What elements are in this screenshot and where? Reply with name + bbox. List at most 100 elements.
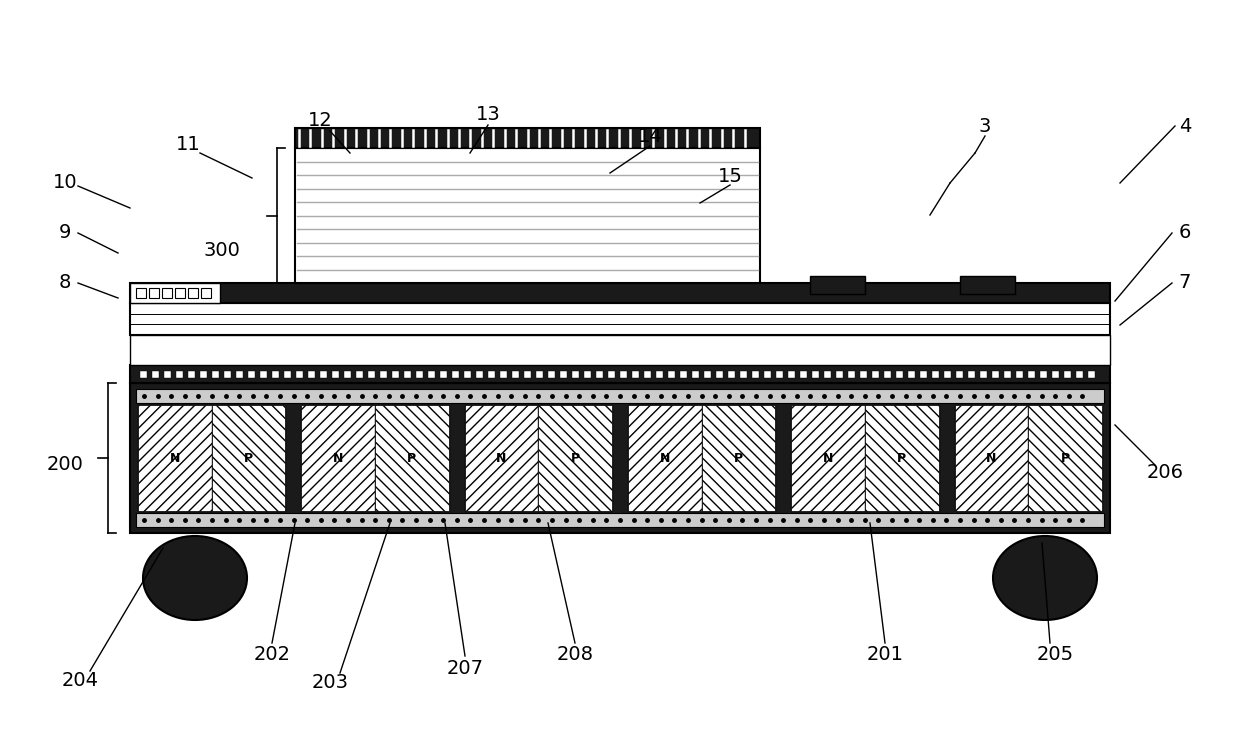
Bar bbox=[295, 148, 760, 283]
Bar bbox=[332, 371, 339, 377]
Bar bbox=[1040, 371, 1047, 377]
Bar bbox=[728, 371, 735, 377]
Bar bbox=[489, 371, 495, 377]
Bar bbox=[644, 371, 651, 377]
Text: 8: 8 bbox=[58, 273, 71, 293]
Bar bbox=[236, 371, 243, 377]
Text: 205: 205 bbox=[1037, 646, 1074, 664]
Bar bbox=[392, 371, 399, 377]
Bar bbox=[248, 371, 255, 377]
Bar bbox=[379, 371, 387, 377]
Bar bbox=[188, 371, 195, 377]
Bar bbox=[715, 371, 723, 377]
Bar bbox=[525, 371, 531, 377]
Text: 14: 14 bbox=[637, 126, 662, 146]
Bar bbox=[968, 371, 975, 377]
Bar bbox=[130, 365, 1110, 383]
Bar bbox=[374, 405, 449, 511]
Bar bbox=[920, 371, 928, 377]
Bar bbox=[374, 405, 449, 511]
Text: P: P bbox=[570, 452, 580, 464]
Bar bbox=[200, 371, 207, 377]
Bar bbox=[1028, 405, 1102, 511]
Bar bbox=[272, 371, 279, 377]
Bar bbox=[500, 371, 507, 377]
Bar bbox=[162, 288, 172, 298]
Text: P: P bbox=[1060, 452, 1070, 464]
Bar bbox=[812, 371, 818, 377]
Bar bbox=[176, 371, 184, 377]
Bar bbox=[632, 371, 639, 377]
Bar bbox=[861, 371, 867, 377]
Text: 4: 4 bbox=[1179, 117, 1192, 135]
Bar bbox=[787, 371, 795, 377]
Text: N: N bbox=[986, 452, 997, 464]
Bar bbox=[465, 405, 538, 511]
Text: 203: 203 bbox=[311, 673, 348, 692]
Text: N: N bbox=[170, 452, 180, 464]
Bar bbox=[136, 288, 146, 298]
Bar bbox=[866, 405, 939, 511]
Bar bbox=[955, 405, 1028, 511]
Bar bbox=[440, 371, 446, 377]
Text: P: P bbox=[734, 452, 743, 464]
Bar bbox=[908, 371, 915, 377]
Bar bbox=[140, 371, 148, 377]
Bar bbox=[872, 371, 879, 377]
Bar bbox=[884, 371, 892, 377]
Bar bbox=[136, 513, 1104, 527]
Bar bbox=[825, 371, 831, 377]
Bar bbox=[656, 371, 663, 377]
Bar bbox=[428, 371, 435, 377]
Bar bbox=[356, 371, 363, 377]
Bar bbox=[512, 371, 520, 377]
Bar bbox=[138, 405, 212, 511]
Text: 11: 11 bbox=[176, 135, 201, 155]
Text: 300: 300 bbox=[203, 241, 241, 261]
Text: 201: 201 bbox=[867, 646, 904, 664]
Text: 3: 3 bbox=[978, 117, 991, 135]
Bar bbox=[897, 371, 903, 377]
Bar bbox=[1028, 405, 1102, 511]
Text: 9: 9 bbox=[58, 224, 71, 242]
Bar bbox=[960, 276, 1016, 294]
Bar bbox=[153, 371, 159, 377]
Bar bbox=[301, 405, 374, 511]
Bar bbox=[800, 371, 807, 377]
Text: 10: 10 bbox=[52, 174, 77, 192]
Bar bbox=[932, 371, 939, 377]
Bar bbox=[627, 405, 702, 511]
Bar bbox=[836, 371, 843, 377]
Bar bbox=[992, 371, 999, 377]
Bar bbox=[596, 371, 603, 377]
Bar bbox=[404, 371, 410, 377]
Bar bbox=[980, 371, 987, 377]
Bar bbox=[415, 371, 423, 377]
Text: 208: 208 bbox=[557, 646, 594, 664]
Text: 13: 13 bbox=[476, 106, 501, 125]
Bar bbox=[175, 288, 185, 298]
Bar bbox=[776, 371, 782, 377]
Bar bbox=[212, 405, 285, 511]
Bar bbox=[1064, 371, 1071, 377]
Bar bbox=[260, 371, 267, 377]
Ellipse shape bbox=[993, 536, 1097, 620]
Text: 7: 7 bbox=[1179, 273, 1192, 293]
Bar bbox=[791, 405, 866, 511]
Bar bbox=[343, 371, 351, 377]
Text: P: P bbox=[898, 452, 906, 464]
Text: 12: 12 bbox=[308, 111, 332, 131]
Bar bbox=[212, 405, 285, 511]
Text: N: N bbox=[823, 452, 833, 464]
Bar bbox=[164, 371, 171, 377]
Bar bbox=[702, 405, 775, 511]
Bar bbox=[538, 405, 613, 511]
Bar bbox=[791, 405, 866, 511]
Bar bbox=[956, 371, 963, 377]
Bar bbox=[1076, 371, 1083, 377]
Bar bbox=[740, 371, 746, 377]
Bar bbox=[130, 303, 1110, 335]
Bar bbox=[1004, 371, 1011, 377]
Bar bbox=[668, 371, 675, 377]
Bar bbox=[548, 371, 556, 377]
